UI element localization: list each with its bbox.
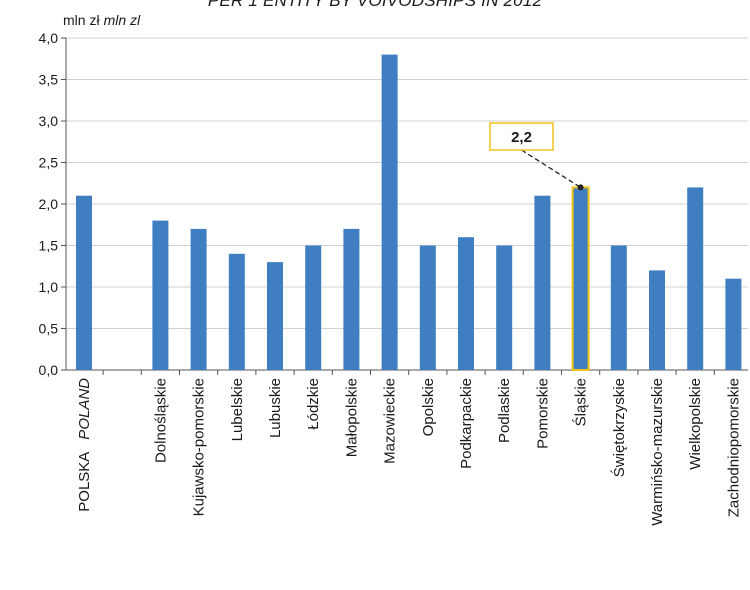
x-category-label: Opolskie [420, 378, 437, 436]
x-category-label: Dolnośląskie [152, 378, 169, 463]
x-category-label: Kujawsko-pomorskie [191, 378, 208, 516]
chart-title: PER 1 ENTITY BY VOIVODSHIPS IN 2012 [207, 0, 543, 10]
category-label-text: Pomorskie [534, 378, 551, 449]
bar-łódzkie [305, 245, 322, 370]
x-category-label: Lubelskie [229, 378, 246, 441]
callout-box [489, 122, 554, 151]
bar-dolnośląskie [152, 220, 169, 370]
bar-śląskie [571, 186, 590, 371]
unit-pl: mln zł [63, 12, 100, 28]
category-label-text: Kujawsko-pomorskie [191, 378, 208, 516]
bar-podlaskie [496, 245, 513, 370]
x-category-label: Śląskie [572, 378, 590, 426]
y-axis-unit-label: mln zł mln zl [63, 12, 140, 28]
bar-polska [76, 195, 92, 370]
category-label-text: Dolnośląskie [152, 378, 169, 463]
unit-en: mln zl [103, 12, 141, 28]
x-category-label: Warmińsko-mazurskie [649, 378, 666, 526]
x-category-label: Świętokrzyskie [610, 378, 628, 477]
category-label-text: Świętokrzyskie [610, 378, 628, 477]
bar-warmińsko-mazurskie [649, 270, 665, 370]
bar-świętokrzyskie [610, 245, 627, 370]
y-tick-label: 1,0 [39, 279, 59, 295]
category-label-text: Łódzkie [305, 378, 322, 430]
bar-podkarpackie [458, 237, 474, 370]
x-category-label: Pomorskie [534, 378, 551, 449]
bar-lubuskie [267, 262, 283, 370]
category-label-text: Mazowieckie [382, 378, 399, 464]
y-tick-label: 1,5 [39, 238, 59, 254]
callout-anchor-dot [577, 184, 584, 191]
x-category-label: Mazowieckie [382, 378, 399, 464]
x-category-label: Małopolskie [343, 378, 360, 457]
bar-opolskie [419, 245, 436, 370]
y-tick-label: 4,0 [39, 30, 59, 46]
callout-leader-line [521, 149, 581, 188]
category-label-text: Podkarpackie [458, 378, 475, 469]
x-category-label: Lubuskie [267, 378, 284, 438]
bar-pomorskie [534, 195, 551, 370]
x-category-label: Wielkopolskie [687, 378, 704, 470]
callout-value-label: 2,2 [511, 129, 532, 146]
category-label-text: Śląskie [572, 378, 590, 426]
category-label-text: Zachodniopomorskie [725, 378, 742, 517]
category-label-text: Małopolskie [343, 378, 360, 457]
bar-kujawsko-pomorskie [190, 228, 207, 370]
category-label-en: POLAND [76, 378, 93, 440]
y-tick-label: 3,5 [39, 72, 59, 88]
bar-lubelskie [228, 253, 245, 370]
category-label-text: Lubelskie [229, 378, 246, 441]
x-category-label: Łódzkie [305, 378, 322, 430]
x-category-label: Podlaskie [496, 378, 513, 443]
category-label-text: POLSKA [76, 452, 93, 512]
y-tick-label: 2,0 [39, 196, 59, 212]
y-tick-label: 0,5 [39, 321, 59, 337]
y-tick-label: 0,0 [39, 362, 59, 378]
x-category-label: Podkarpackie [458, 378, 475, 469]
bar-mazowieckie [381, 54, 398, 370]
category-label-text: Lubuskie [267, 378, 284, 438]
bar-zachodniopomorskie [725, 278, 742, 370]
x-category-label: POLSKA POLAND [76, 378, 93, 512]
category-label-text: Podlaskie [496, 378, 513, 443]
y-tick-label: 3,0 [39, 113, 59, 129]
category-label-text: Wielkopolskie [687, 378, 704, 470]
x-category-label: Zachodniopomorskie [725, 378, 742, 517]
category-label-text: Warmińsko-mazurskie [649, 378, 666, 526]
bar-małopolskie [343, 228, 360, 370]
category-label-text: Opolskie [420, 378, 437, 436]
y-tick-label: 2,5 [39, 155, 59, 171]
bar-wielkopolskie [687, 187, 704, 370]
